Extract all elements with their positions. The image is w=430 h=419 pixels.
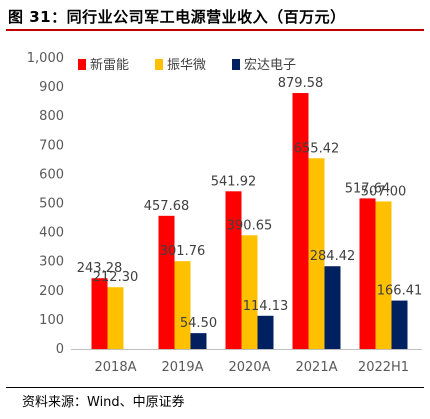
legend-label: 宏达电子 — [244, 58, 296, 73]
bar-3-2022H1 — [391, 300, 408, 349]
x-tick-label: 2021A — [296, 360, 338, 375]
data-label: 284.42 — [310, 249, 356, 264]
y-tick-label: 200 — [39, 284, 64, 299]
bar-3-2020A — [257, 315, 274, 349]
data-label: 301.76 — [160, 244, 206, 259]
data-label: 390.65 — [227, 218, 273, 233]
footer-divider — [6, 387, 424, 388]
x-tick-label: 2022H1 — [358, 360, 409, 375]
y-tick-label: 300 — [39, 255, 64, 270]
y-axis: 0 100 200 300 400 500 600 700 800 900 1,000 — [27, 51, 64, 357]
y-tick-label: 700 — [39, 138, 64, 153]
bar-1-2019A — [158, 215, 175, 349]
legend-label: 振华微 — [167, 58, 206, 73]
x-tick-label: 2020A — [229, 360, 271, 375]
data-label: 507.00 — [361, 184, 407, 199]
data-label: 243.28 — [77, 261, 123, 276]
bar-2-2022H1 — [375, 201, 392, 349]
bar-1-2018A — [91, 278, 108, 349]
data-label: 114.13 — [243, 299, 289, 314]
data-label: 879.58 — [278, 76, 324, 91]
bar-1-2022H1 — [359, 198, 376, 349]
legend: 新雷能 振华微 宏达电子 — [78, 57, 296, 73]
legend-swatch — [232, 59, 240, 70]
y-tick-label: 400 — [39, 226, 64, 241]
bar-1-2020A — [225, 191, 242, 349]
bar-2-2020A — [241, 235, 258, 349]
y-tick-label: 600 — [39, 167, 64, 182]
bar-1-2021A — [292, 93, 309, 349]
data-label: 54.50 — [180, 316, 217, 331]
y-tick-label: 0 — [56, 342, 64, 357]
source-note: 资料来源：Wind、中原证券 — [22, 395, 185, 410]
data-label: 541.92 — [211, 174, 257, 189]
legend-label: 新雷能 — [90, 57, 129, 73]
title-divider — [6, 29, 424, 31]
data-label: 517.64 — [345, 181, 391, 196]
y-tick-label: 100 — [39, 313, 64, 328]
data-label: 655.42 — [294, 141, 340, 156]
bars — [91, 93, 408, 349]
x-tick-label: 2018A — [95, 360, 137, 375]
data-label: 457.68 — [144, 199, 190, 214]
figure-title: 图 31：同行业公司军工电源营业收入（百万元） — [8, 8, 346, 26]
bar-2-2018A — [107, 287, 124, 349]
y-tick-label: 900 — [39, 80, 64, 95]
data-label: 212.30 — [93, 270, 139, 285]
bar-3-2019A — [190, 333, 207, 349]
y-tick-label: 1,000 — [27, 51, 64, 66]
legend-swatch — [78, 59, 86, 70]
bar-2-2019A — [174, 261, 191, 349]
x-tick-label: 2019A — [162, 360, 204, 375]
bar-chart: 0 100 200 300 400 500 600 700 800 900 1,000 243.28… — [27, 51, 423, 375]
bar-2-2021A — [308, 158, 325, 349]
legend-swatch — [155, 59, 163, 70]
bar-3-2021A — [324, 266, 341, 349]
y-tick-label: 800 — [39, 109, 64, 124]
y-tick-label: 500 — [39, 197, 64, 212]
x-axis-ticks: 2018A 2019A 2020A 2021A 2022H1 — [95, 360, 410, 375]
data-label: 166.41 — [377, 284, 423, 299]
